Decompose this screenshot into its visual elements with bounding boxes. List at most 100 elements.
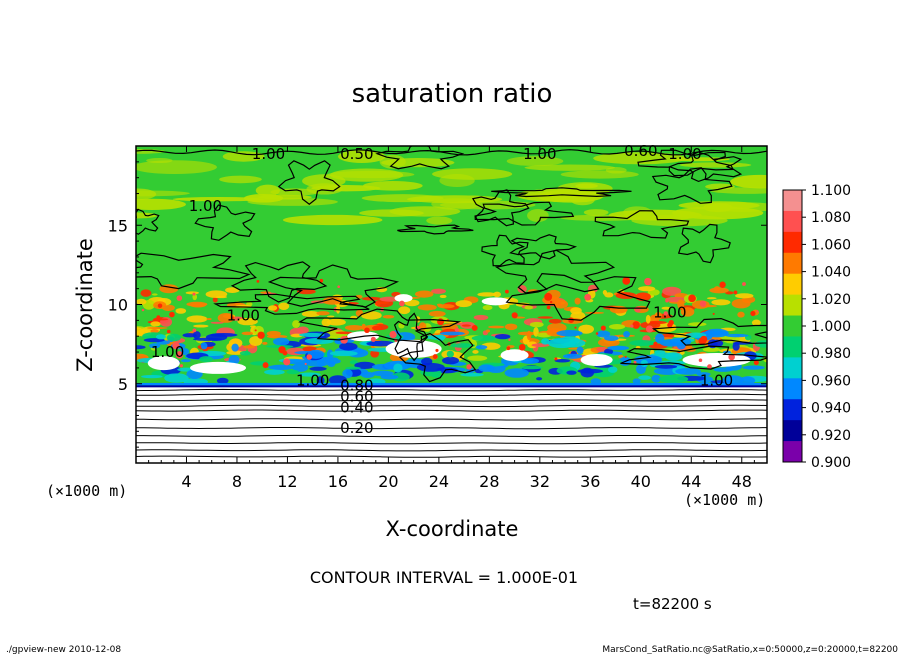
- contour-label: 0.40: [340, 399, 373, 417]
- field-patch: [273, 337, 290, 346]
- field-patch: [330, 168, 404, 182]
- contour-line: [667, 151, 743, 183]
- y-tick-label: 10: [108, 296, 128, 315]
- field-patch: [301, 310, 321, 318]
- field-patch: [632, 321, 640, 329]
- field-patch: [437, 318, 445, 326]
- field-patch: [175, 308, 187, 314]
- chart-title: saturation ratio: [352, 79, 553, 109]
- field-patch: [394, 294, 413, 303]
- field-patch: [728, 353, 735, 361]
- field-patch: [577, 368, 604, 374]
- colorbar-swatch: [783, 190, 802, 212]
- contour-line: [136, 449, 767, 452]
- field-patch: [249, 336, 263, 347]
- x-tick-label: 32: [530, 472, 550, 491]
- field-patch: [146, 326, 168, 330]
- field-patch: [426, 216, 453, 225]
- field-patch: [633, 360, 637, 364]
- field-patch: [742, 365, 765, 370]
- y-axis: 5 10 15: [108, 161, 767, 448]
- field-patch: [576, 346, 584, 354]
- field-patch: [199, 356, 214, 363]
- field-patch: [482, 305, 493, 311]
- field-patch: [661, 306, 671, 310]
- field-patch: [136, 345, 146, 350]
- field-patch: [651, 374, 661, 383]
- field-patch: [304, 362, 307, 365]
- contour-interval: CONTOUR INTERVAL = 1.000E-01: [310, 568, 578, 587]
- field-patch: [435, 348, 439, 352]
- field-patch: [541, 338, 550, 345]
- field-patch: [217, 312, 235, 323]
- field-patch: [432, 354, 438, 359]
- contour-line: [398, 332, 477, 383]
- field-patch: [596, 330, 611, 338]
- field-patch: [254, 329, 257, 332]
- field-patch: [596, 346, 607, 352]
- field-patch: [524, 305, 534, 310]
- field-patch: [428, 310, 446, 317]
- field-patch: [461, 324, 471, 327]
- contour-label: 0.20: [340, 419, 373, 437]
- field-patch: [391, 372, 410, 382]
- field-patch: [437, 304, 455, 309]
- contour-line: [471, 189, 530, 227]
- contour-label: 1.00: [668, 145, 701, 163]
- contour-label: 1.00: [151, 343, 184, 361]
- field-patch: [239, 350, 251, 356]
- contour-line: [136, 399, 767, 402]
- field-patch: [366, 340, 396, 347]
- field-patch: [645, 325, 654, 333]
- field-patch: [493, 291, 502, 298]
- field-patch: [316, 311, 330, 316]
- field-patch: [180, 359, 191, 363]
- field-patch: [706, 202, 767, 212]
- field-patch: [219, 175, 262, 184]
- field-patch: [359, 209, 424, 217]
- contour-line: [136, 388, 767, 392]
- colorbar-swatch: [783, 441, 802, 463]
- field-patch: [228, 354, 240, 365]
- field-patch: [675, 367, 702, 375]
- field-patch: [179, 364, 183, 368]
- field-patch: [147, 356, 180, 371]
- field-patch: [712, 312, 715, 316]
- field-patch: [698, 358, 703, 362]
- field-patch: [157, 303, 163, 308]
- field-patch: [414, 290, 434, 298]
- field-patch: [702, 347, 721, 352]
- contour-line: [136, 404, 767, 408]
- field-patch: [549, 300, 553, 304]
- field-patch: [329, 350, 358, 357]
- field-patch: [632, 378, 641, 385]
- contour-label: 1.00: [296, 372, 329, 390]
- field-patch: [185, 291, 199, 295]
- x-unit-left: (×1000 m): [46, 482, 127, 500]
- field-patch: [584, 311, 605, 314]
- field-patch: [655, 333, 665, 344]
- field-patch: [344, 324, 364, 331]
- field-patch: [478, 364, 495, 372]
- field-patch: [477, 292, 497, 297]
- colorbar-swatch: [783, 231, 802, 254]
- field-patch: [654, 364, 678, 369]
- contour-label: 0.80: [340, 376, 373, 394]
- field-patch: [737, 311, 745, 318]
- field-patch: [719, 281, 726, 288]
- field-patch: [326, 349, 334, 360]
- field-patch: [527, 209, 549, 223]
- field-patch: [570, 307, 582, 315]
- field-patch: [182, 333, 197, 338]
- field-patch: [722, 375, 744, 385]
- field-patch: [192, 328, 197, 333]
- field-patch: [574, 326, 577, 329]
- field-patch: [504, 323, 518, 331]
- field-patch: [481, 297, 510, 306]
- field-patch: [270, 188, 319, 196]
- field-patch: [150, 321, 161, 327]
- footer-right: MarsCond_SatRatio.nc@SatRatio,x=0:50000,…: [602, 645, 898, 654]
- field-patch: [580, 353, 613, 366]
- field-patch: [638, 286, 656, 292]
